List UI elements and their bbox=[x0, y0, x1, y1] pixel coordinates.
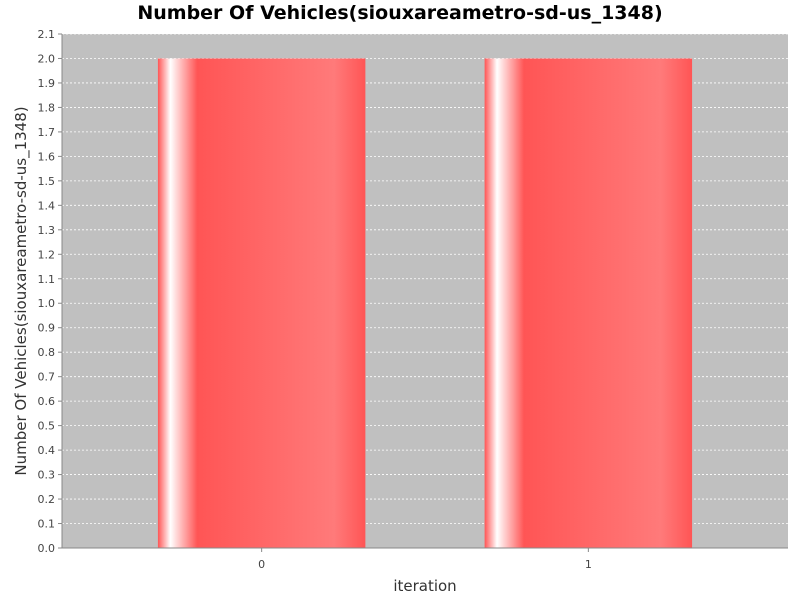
x-tick-label: 1 bbox=[585, 558, 592, 571]
x-axis-label: iteration bbox=[393, 577, 456, 595]
bar-1 bbox=[484, 58, 693, 548]
y-tick-label: 0.6 bbox=[38, 395, 56, 408]
y-tick-label: 1.9 bbox=[38, 77, 56, 90]
y-axis: 0.0 0.1 0.2 0.3 0.4 0.5 0.6 0.7 0.8 0.9 1.0 1.1 1.2 1… bbox=[38, 28, 63, 555]
chart-title: Number Of Vehicles(siouxareametro-sd-us_… bbox=[137, 2, 663, 24]
y-tick-label: 1.7 bbox=[38, 126, 56, 139]
x-tick-label: 0 bbox=[258, 558, 265, 571]
y-tick-label: 1.6 bbox=[38, 150, 56, 163]
y-tick-label: 2.1 bbox=[38, 28, 56, 41]
y-axis-label: Number Of Vehicles(siouxareametro-sd-us_… bbox=[12, 106, 31, 475]
y-tick-label: 2.0 bbox=[38, 52, 56, 65]
y-tick-label: 0.7 bbox=[38, 371, 56, 384]
y-tick-label: 0.0 bbox=[38, 542, 56, 555]
y-tick-label: 0.4 bbox=[38, 444, 56, 457]
bar-0 bbox=[157, 58, 366, 548]
y-tick-label: 1.3 bbox=[38, 224, 56, 237]
y-tick-label: 0.2 bbox=[38, 493, 56, 506]
y-tick-label: 0.5 bbox=[38, 420, 56, 433]
y-tick-label: 1.1 bbox=[38, 273, 56, 286]
y-tick-label: 1.0 bbox=[38, 297, 56, 310]
y-tick-label: 0.9 bbox=[38, 322, 56, 335]
y-tick-label: 0.1 bbox=[38, 518, 56, 531]
y-tick-label: 1.2 bbox=[38, 248, 56, 261]
y-tick-label: 1.8 bbox=[38, 101, 56, 114]
y-tick-label: 0.3 bbox=[38, 469, 56, 482]
y-tick-label: 1.4 bbox=[38, 199, 56, 212]
bars bbox=[157, 58, 693, 548]
y-tick-label: 1.5 bbox=[38, 175, 56, 188]
y-tick-label: 0.8 bbox=[38, 346, 56, 359]
